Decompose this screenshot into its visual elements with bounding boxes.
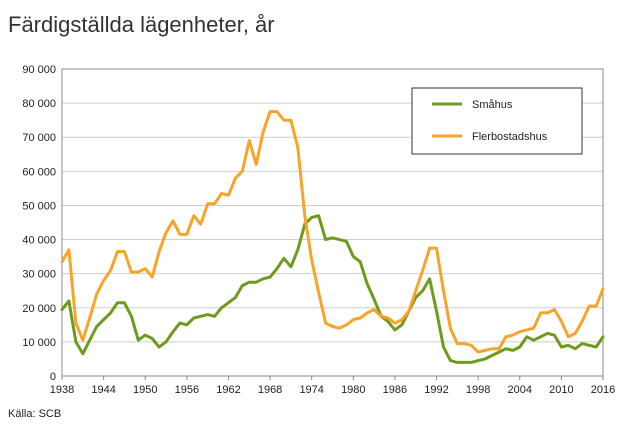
y-tick-label: 50 000 bbox=[22, 200, 56, 212]
y-tick-label: 0 bbox=[50, 371, 56, 383]
x-tick-label: 1968 bbox=[258, 384, 282, 396]
x-tick-label: 1986 bbox=[383, 384, 407, 396]
series-lines bbox=[60, 110, 605, 364]
x-tick-label: 2016 bbox=[591, 384, 615, 396]
x-tick-label: 2010 bbox=[549, 384, 573, 396]
series-line-sm-hus bbox=[60, 214, 605, 364]
y-axis-ticks: 0 10 000 20 000 30 000 40 000 50 000 60 000 70 … bbox=[22, 64, 56, 383]
y-tick-label: 10 000 bbox=[22, 337, 56, 349]
legend-label: Flerbostadshus bbox=[472, 131, 548, 143]
legend: Småhus Flerbostadshus bbox=[411, 87, 583, 155]
x-tick-label: 1992 bbox=[424, 384, 448, 396]
chart-title: Färdigställda lägenheter, år bbox=[8, 12, 275, 37]
x-axis-ticks: 1938 1944 1950 1956 1962 1968 1974 1980 1986 1992… bbox=[50, 376, 615, 396]
x-tick-label: 1962 bbox=[216, 384, 240, 396]
y-tick-label: 90 000 bbox=[22, 64, 56, 76]
x-tick-label: 1974 bbox=[299, 384, 323, 396]
x-tick-label: 1950 bbox=[133, 384, 157, 396]
x-tick-label: 1980 bbox=[341, 384, 365, 396]
y-tick-label: 40 000 bbox=[22, 235, 56, 247]
plot-area bbox=[61, 68, 604, 377]
y-tick-label: 60 000 bbox=[22, 166, 56, 178]
x-tick-label: 1944 bbox=[91, 384, 115, 396]
y-tick-label: 20 000 bbox=[22, 303, 56, 315]
series-line-flerbostadshus bbox=[60, 110, 605, 354]
legend-label: Småhus bbox=[472, 99, 513, 111]
y-tick-label: 70 000 bbox=[22, 132, 56, 144]
x-tick-label: 1956 bbox=[175, 384, 199, 396]
x-tick-label: 2004 bbox=[508, 384, 532, 396]
x-tick-label: 1938 bbox=[50, 384, 74, 396]
legend-box bbox=[411, 87, 583, 155]
y-tick-label: 30 000 bbox=[22, 269, 56, 281]
x-tick-label: 1998 bbox=[466, 384, 490, 396]
source-note: Källa: SCB bbox=[8, 408, 62, 420]
y-tick-label: 80 000 bbox=[22, 98, 56, 110]
